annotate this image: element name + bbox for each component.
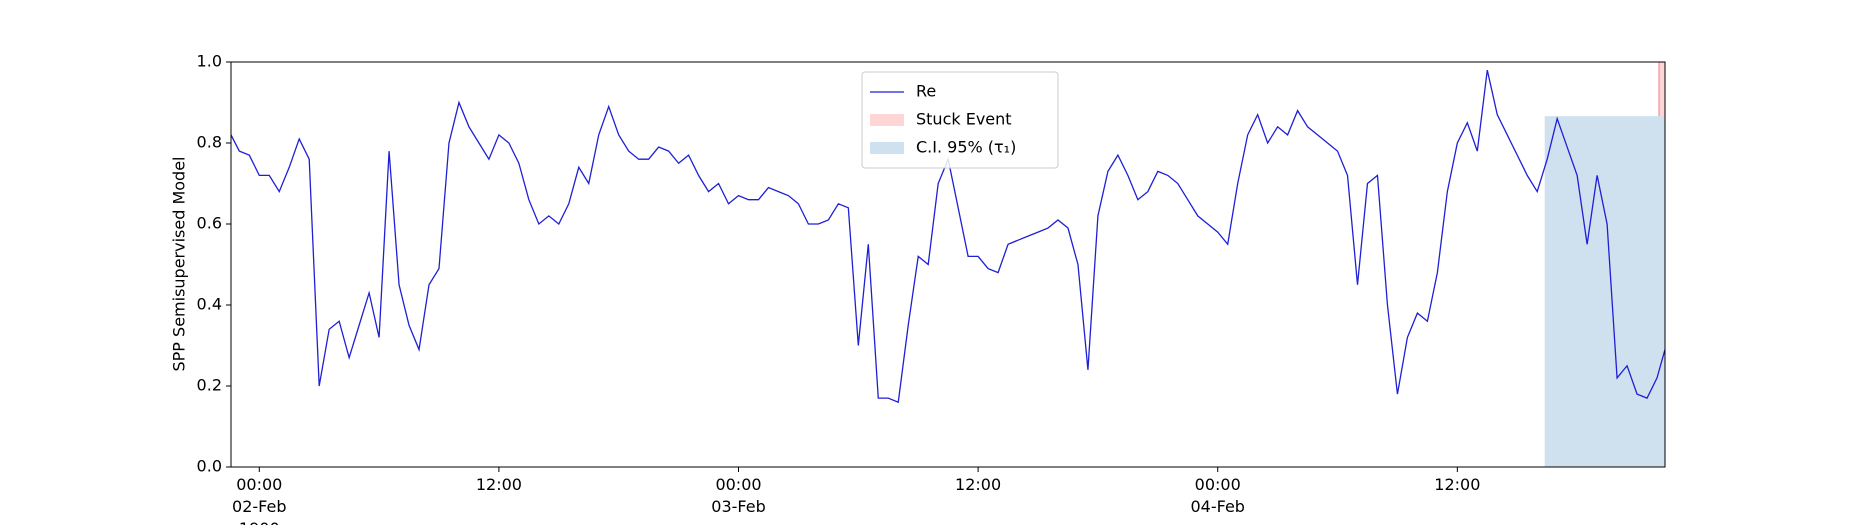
legend-box [861,71,1059,169]
x-tick-label: 12:00 [475,475,522,494]
y-tick-label: 0.0 [197,457,222,476]
shaded-region [1544,116,1666,468]
x-tick-label: 12:00 [1434,475,1481,494]
x-tick-label: 12:00 [955,475,1002,494]
x-tick-label: 00:00 04-Feb [1190,475,1245,516]
y-tick-label: 0.4 [197,295,222,314]
legend-label: C.I. 95% (τ₁) [916,138,1016,157]
y-tick-label: 0.2 [197,376,222,395]
y-tick-label: 0.8 [197,133,222,152]
x-tick-label: 00:00 02-Feb 1900 [232,475,287,525]
x-tick-label: 00:00 03-Feb [711,475,766,516]
legend-swatch [870,142,904,154]
legend: Re Stuck Event C.I. 95% (τ₁) [861,71,1059,169]
legend-label: Stuck Event [916,110,1012,129]
legend-swatch [870,114,904,126]
y-tick-label: 1.0 [197,52,222,71]
plot-frame [230,61,1666,468]
y-tick-label: 0.6 [197,214,222,233]
y-axis-label: SPP Semisupervised Model [170,157,189,372]
legend-label: Re [916,82,936,101]
